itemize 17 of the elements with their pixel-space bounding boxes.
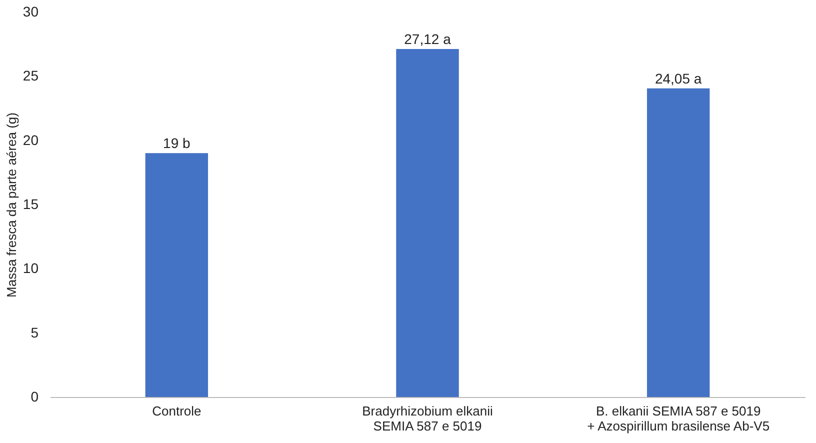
y-tick-label: 15	[22, 196, 39, 212]
bar	[145, 153, 208, 397]
x-tick-label: Controle	[152, 404, 202, 418]
y-tick-label: 30	[22, 4, 39, 20]
x-tick-label: Bradyrhizobium elkanii SEMIA 587 e 5019	[362, 404, 493, 434]
data-label: 27,12 a	[404, 30, 452, 47]
y-tick-label: 20	[22, 132, 39, 148]
data-label: 19 b	[163, 135, 191, 152]
data-label: 24,05 a	[654, 70, 702, 86]
y-tick-label: 5	[30, 324, 39, 340]
y-tick-label: 0	[30, 388, 39, 404]
y-tick-label: 25	[22, 68, 39, 84]
bar	[646, 88, 710, 397]
y-axis-title: Massa fresca da parte aérea (g)	[4, 112, 19, 298]
x-tick-label: B. elkanii SEMIA 587 e 5019 + Azospirillum brasilense Ab-V5	[587, 404, 770, 434]
y-tick-label: 10	[22, 260, 39, 276]
bar	[396, 48, 459, 397]
